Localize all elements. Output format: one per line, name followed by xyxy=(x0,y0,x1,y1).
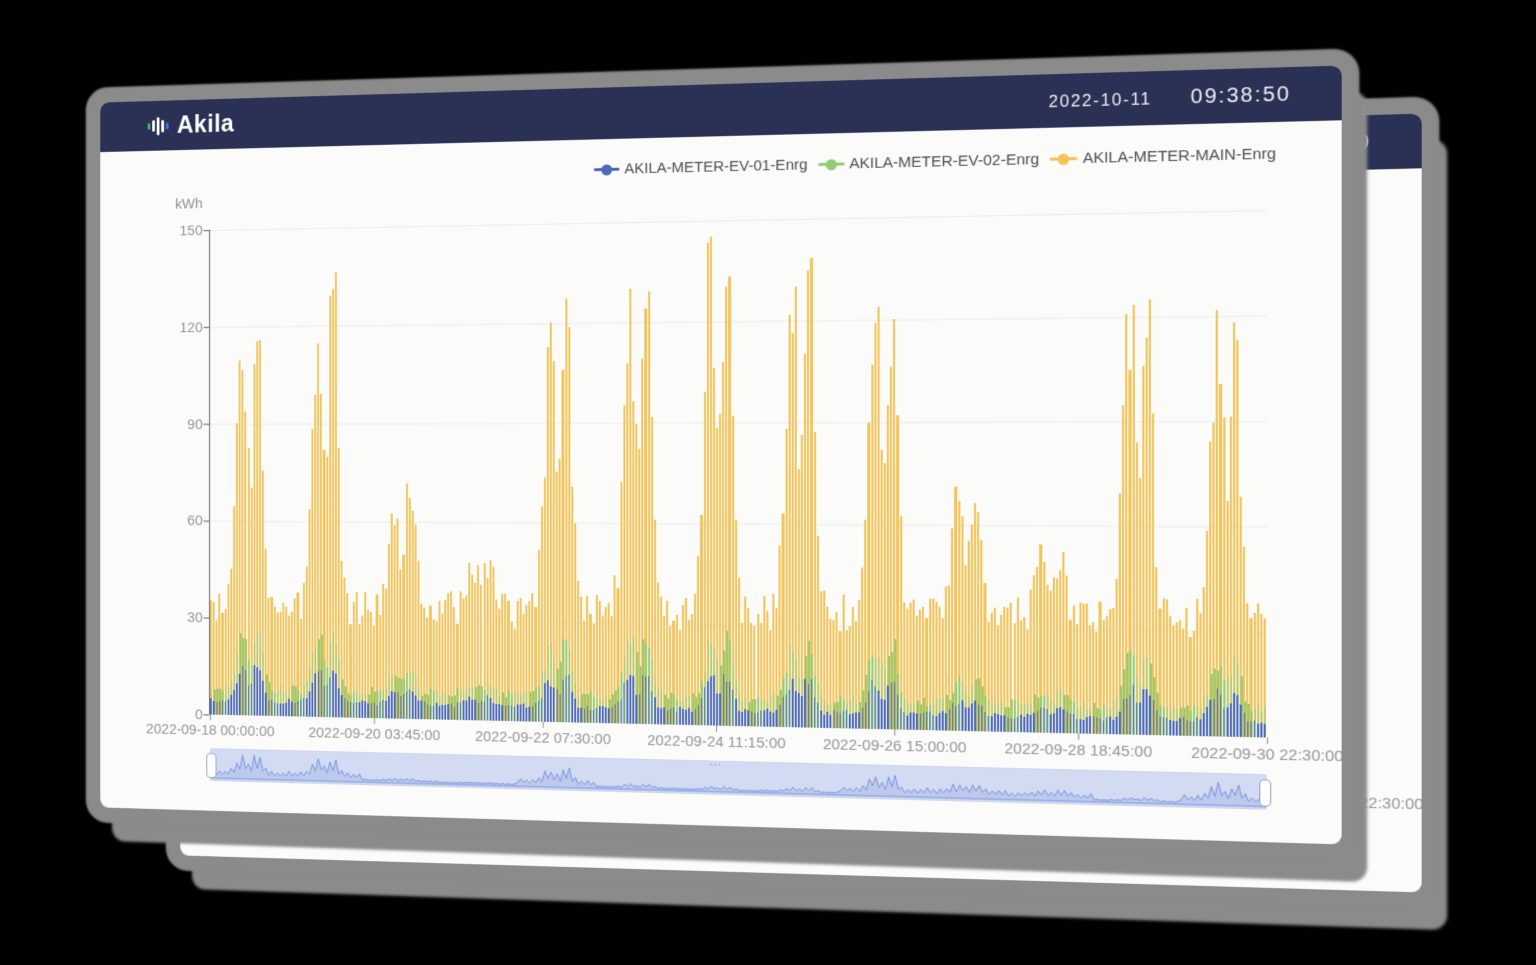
y-axis-label: 0 xyxy=(194,706,203,723)
chart-plot xyxy=(203,210,1268,744)
legend-marker-ev01 xyxy=(593,163,620,176)
x-axis-label: 2022-09-20 03:45:00 xyxy=(308,724,441,745)
legend-marker-main xyxy=(1049,153,1078,165)
dashboard-card-front: Akila 2022-10-11 09:38:50 AKILA-METER-EV… xyxy=(100,65,1342,845)
y-axis-label: 30 xyxy=(187,609,203,626)
y-axis-label: 90 xyxy=(187,415,203,433)
datazoom-right-handle[interactable] xyxy=(1259,779,1272,807)
datazoom-left-handle[interactable] xyxy=(206,752,217,779)
x-axis-label: 2022-09-18 00:00:00 xyxy=(146,720,275,741)
x-axis-label: 2022-09-24 11:15:00 xyxy=(647,732,786,753)
x-axis-label: 2022-09-22 07:30:00 xyxy=(475,728,611,749)
x-axis-label: 2022-09-26 15:00:00 xyxy=(822,735,967,757)
x-axis-label: 2022-09-28 18:45:00 xyxy=(1004,740,1153,761)
x-axis-label: 2022-09-30 22:30:00 xyxy=(1191,744,1342,766)
y-axis-label: 60 xyxy=(187,512,203,529)
y-axis-label: 120 xyxy=(179,318,203,336)
legend-marker-ev02 xyxy=(817,158,845,170)
datazoom-drag-dots[interactable]: ⋯ xyxy=(709,757,723,772)
y-axis-label: 150 xyxy=(179,222,203,239)
